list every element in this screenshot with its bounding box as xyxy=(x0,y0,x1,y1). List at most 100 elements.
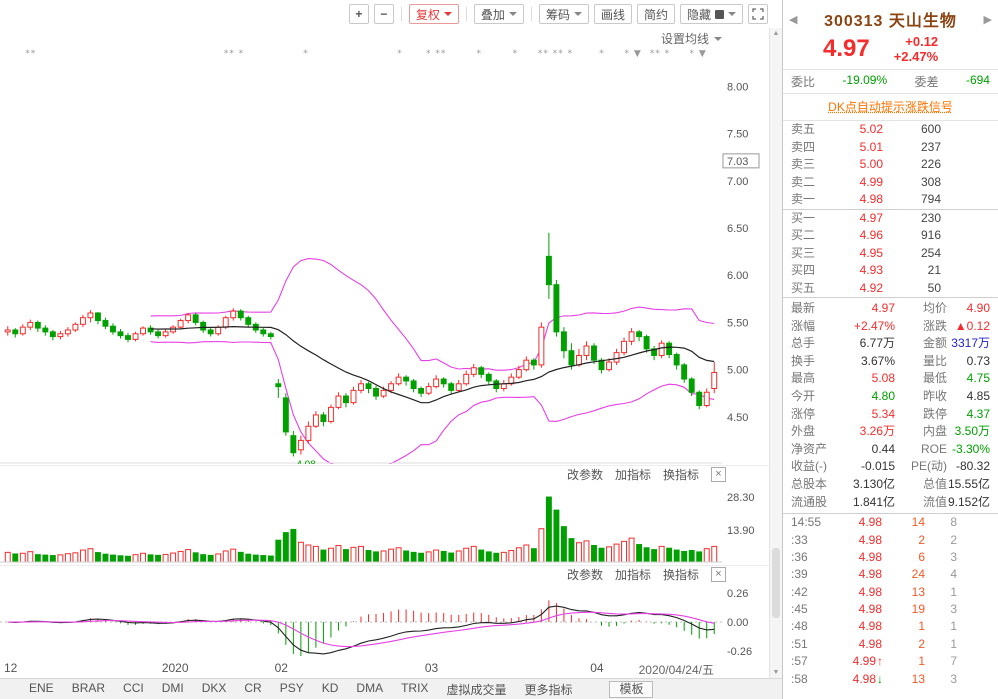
x-axis-label: 2020 xyxy=(161,661,189,675)
stat-label: 流通股 xyxy=(791,494,828,509)
buy-row[interactable]: 买五 4.92 50 xyxy=(783,280,998,298)
prev-stock-arrow[interactable]: ◀ xyxy=(789,13,798,26)
tick-price: 4.98 xyxy=(858,602,882,617)
hide-button[interactable]: 隐藏 xyxy=(679,4,743,24)
chip-distribution-button[interactable]: 筹码 xyxy=(538,4,589,24)
indicator-tab[interactable]: PSY xyxy=(279,680,304,695)
scroll-down-arrow-icon[interactable]: ▼ xyxy=(772,669,780,676)
dk-signal-link[interactable]: DK点自动提示涨跌信号 xyxy=(828,100,953,114)
stat-value: 4.80 xyxy=(871,388,895,403)
buy-order-book: 买一 4.97 230 买二 4.96 916 买三 4.95 254 买四 4.93 21 买五 4.9… xyxy=(783,210,998,298)
order-level-label: 卖一 xyxy=(791,192,816,206)
close-panel-button[interactable]: × xyxy=(711,466,726,482)
svg-text:0.26: 0.26 xyxy=(727,588,748,600)
macd-chart[interactable]: 0.26 0.00 -0.26 xyxy=(0,584,770,660)
stat-value: 5.34 xyxy=(871,406,895,421)
svg-text:7.50: 7.50 xyxy=(727,129,748,141)
order-volume: 308 xyxy=(920,174,941,189)
svg-text:8.00: 8.00 xyxy=(727,81,748,93)
tick-list[interactable]: 14:55 4.98 14 8:33 4.98 2 2:36 4.98 6 3:39 4.98 24 4… xyxy=(783,514,998,688)
divider xyxy=(783,93,998,94)
tick-count: 1 xyxy=(950,584,957,599)
sell-row[interactable]: 卖三 5.00 226 xyxy=(783,156,998,174)
svg-text:* **: * ** xyxy=(426,49,446,59)
overlay-button[interactable]: 叠加 xyxy=(473,4,524,24)
macd-panel-menu: 改参数 加指标 换指标 × xyxy=(567,566,726,582)
svg-text:4.50: 4.50 xyxy=(727,412,748,424)
indicator-tab[interactable]: CCI xyxy=(123,680,144,695)
chart-scrollbar[interactable]: ▲ ▼ xyxy=(769,28,782,678)
sell-row[interactable]: 卖一 4.98 794 xyxy=(783,191,998,209)
svg-text:13.90: 13.90 xyxy=(727,525,755,537)
template-tab[interactable]: 模板 xyxy=(609,680,654,698)
indicator-tab[interactable]: DKX xyxy=(201,680,227,695)
zoom-out-button[interactable]: − xyxy=(373,4,394,24)
weibi-label: 委比 xyxy=(791,75,816,89)
zoom-in-button[interactable]: + xyxy=(348,4,369,24)
stat-value: 3.67% xyxy=(860,353,895,368)
stat-label: 总手 xyxy=(791,336,816,351)
switch-indicator-button[interactable]: 换指标 xyxy=(662,567,699,582)
ma-settings-button[interactable]: 设置均线 xyxy=(661,30,722,47)
indicator-tab[interactable]: 更多指标 xyxy=(524,682,573,697)
fullscreen-button[interactable] xyxy=(748,4,768,24)
buy-row[interactable]: 买三 4.95 254 xyxy=(783,245,998,263)
next-stock-arrow[interactable]: ▶ xyxy=(983,13,992,26)
adjust-price-mode-button[interactable]: 复权 xyxy=(408,4,459,24)
weicha-label: 委差 xyxy=(914,75,939,89)
buy-row[interactable]: 买四 4.93 21 xyxy=(783,262,998,280)
tick-row: :36 4.98 6 3 xyxy=(783,549,998,566)
stat-label: 均价 xyxy=(922,301,947,315)
stat-label: 最低 xyxy=(922,371,947,386)
sell-row[interactable]: 卖四 5.01 237 xyxy=(783,139,998,157)
sell-row[interactable]: 卖二 4.99 308 xyxy=(783,174,998,192)
indicator-tab[interactable]: ENE xyxy=(29,680,54,695)
svg-text:*: * xyxy=(477,49,483,59)
indicator-tab[interactable]: KD xyxy=(321,680,339,695)
indicator-tab[interactable]: TRIX xyxy=(401,680,429,695)
chevron-down-icon xyxy=(443,12,452,16)
buy-row[interactable]: 买一 4.97 230 xyxy=(783,210,998,228)
tick-time: :33 xyxy=(791,532,808,547)
indicator-tab[interactable]: DMA xyxy=(356,680,384,695)
tick-volume: 13 xyxy=(911,671,925,686)
tick-direction-arrow-icon: ↓ xyxy=(877,671,883,686)
tick-volume: 2 xyxy=(918,532,925,547)
change-params-button[interactable]: 改参数 xyxy=(566,567,603,582)
scrollbar-thumb[interactable] xyxy=(772,548,780,618)
indicator-tab[interactable]: 虚拟成交量 xyxy=(446,682,507,697)
order-volume: 237 xyxy=(920,139,941,154)
sell-row[interactable]: 卖五 5.02 600 xyxy=(783,121,998,139)
order-level-label: 卖五 xyxy=(791,122,816,136)
draw-line-button[interactable]: 画线 xyxy=(593,4,632,24)
main-candlestick-chart[interactable]: 8.00 7.50 7.00 6.50 6.00 5.50 5.00 4.50 7.03 4.08… xyxy=(0,44,770,464)
tick-row: 14:55 4.98 14 8 xyxy=(783,514,998,531)
indicator-tab[interactable]: DMI xyxy=(161,680,184,695)
simple-mode-button[interactable]: 简约 xyxy=(636,4,675,24)
buy-row[interactable]: 买二 4.96 916 xyxy=(783,227,998,245)
change-params-button[interactable]: 改参数 xyxy=(566,467,603,482)
tick-price: 4.99↑ xyxy=(852,654,883,669)
hide-label: 隐藏 xyxy=(686,7,711,22)
tick-time: :51 xyxy=(791,636,808,651)
indicator-tab-bar: ENE BRAR CCI DMI DKX CR PSY KD DMA TRIX 虚拟成交量 更多指标 … xyxy=(0,678,782,699)
close-panel-button[interactable]: × xyxy=(711,566,726,582)
volume-chart[interactable]: 28.30 13.90 xyxy=(0,484,770,564)
add-indicator-button[interactable]: 加指标 xyxy=(614,467,651,482)
order-level-label: 买一 xyxy=(791,210,816,225)
overlay-label: 叠加 xyxy=(480,7,505,22)
stat-value: 4.90 xyxy=(966,301,990,315)
stat-label: 今开 xyxy=(791,388,816,403)
stat-row: 外盘 3.26万 内盘 3.50万 xyxy=(783,423,998,441)
indicator-tab[interactable]: CR xyxy=(244,680,262,695)
tick-volume: 24 xyxy=(911,567,925,582)
tick-price: 4.98 xyxy=(858,636,882,651)
add-indicator-button[interactable]: 加指标 xyxy=(614,567,651,582)
scroll-up-arrow-icon[interactable]: ▲ xyxy=(772,30,780,37)
indicator-tab[interactable]: BRAR xyxy=(71,680,106,695)
switch-indicator-button[interactable]: 换指标 xyxy=(662,467,699,482)
svg-text:0.00: 0.00 xyxy=(727,617,748,629)
adjust-price-mode-label: 复权 xyxy=(415,7,440,22)
stat-label: 金额 xyxy=(922,336,947,351)
svg-text:* ▼: * ▼ xyxy=(690,49,707,59)
